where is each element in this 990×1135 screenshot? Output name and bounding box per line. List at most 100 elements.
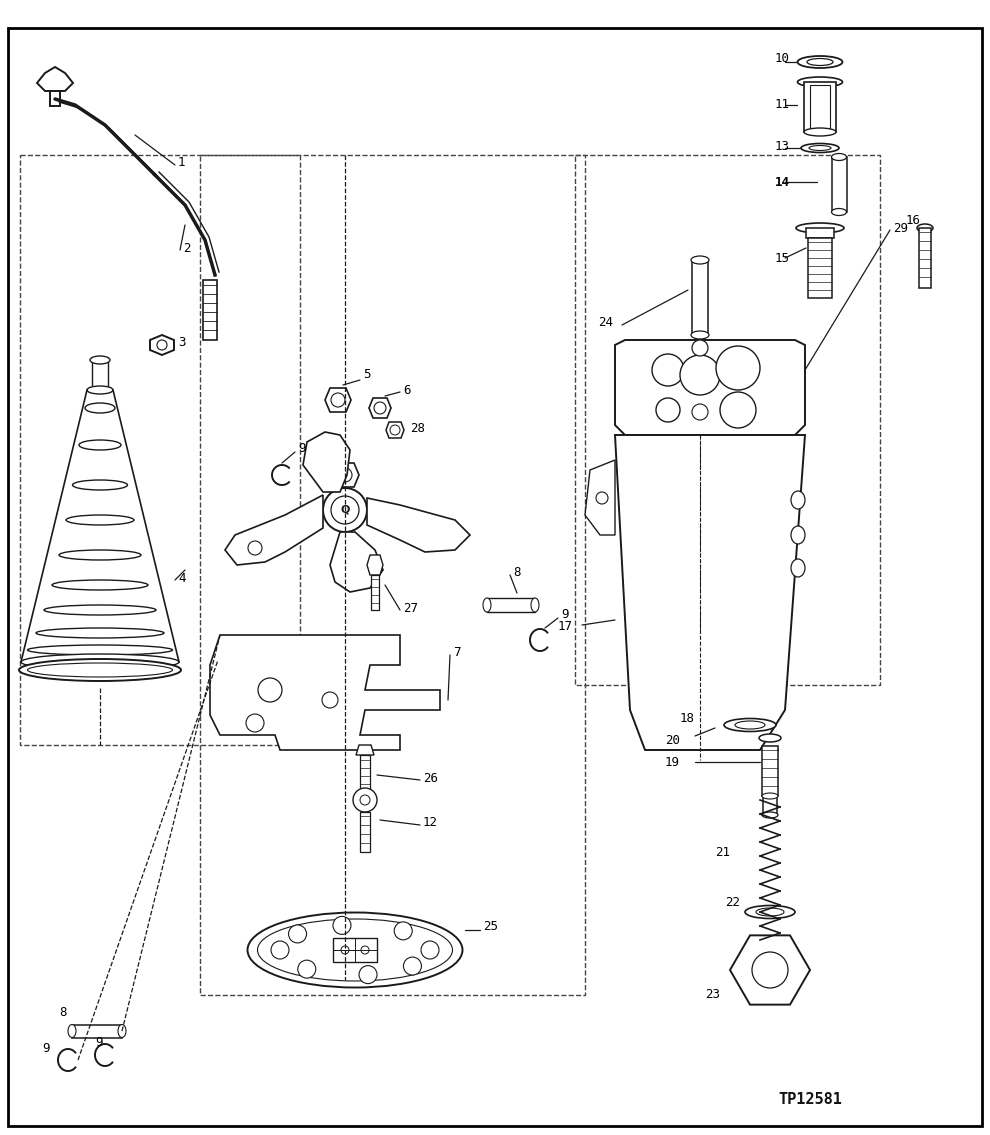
Text: 16: 16 [906, 213, 921, 227]
Circle shape [353, 788, 377, 812]
Polygon shape [615, 435, 805, 750]
Bar [92, 360, 108, 390]
Circle shape [288, 925, 307, 943]
Bar [50, 91, 60, 106]
Circle shape [596, 491, 608, 504]
Ellipse shape [796, 222, 844, 233]
Circle shape [656, 398, 680, 422]
Ellipse shape [724, 718, 776, 731]
Ellipse shape [798, 56, 842, 68]
Circle shape [323, 488, 367, 532]
Ellipse shape [832, 209, 846, 216]
Bar [200, 155, 585, 995]
Text: 12: 12 [423, 816, 438, 830]
Bar [808, 238, 832, 299]
Bar [360, 755, 370, 793]
Circle shape [157, 340, 167, 350]
Polygon shape [356, 745, 374, 755]
Polygon shape [325, 388, 351, 412]
Circle shape [338, 468, 352, 482]
Polygon shape [585, 460, 615, 535]
Ellipse shape [79, 440, 121, 449]
Text: 21: 21 [715, 846, 730, 858]
Text: 15: 15 [775, 252, 790, 264]
Text: 9: 9 [561, 608, 568, 622]
Text: 24: 24 [598, 317, 613, 329]
Text: 26: 26 [423, 772, 438, 784]
Ellipse shape [19, 659, 181, 681]
Ellipse shape [759, 734, 781, 742]
Ellipse shape [28, 645, 172, 655]
Bar [832, 157, 847, 212]
Text: Q: Q [341, 505, 349, 515]
Circle shape [359, 966, 377, 984]
Text: 25: 25 [483, 920, 498, 933]
Text: 3: 3 [178, 336, 185, 350]
Ellipse shape [248, 913, 462, 987]
Ellipse shape [28, 663, 172, 676]
Ellipse shape [745, 906, 795, 918]
Circle shape [394, 922, 412, 940]
Circle shape [374, 402, 386, 414]
Ellipse shape [807, 59, 833, 66]
Text: 9: 9 [95, 1036, 103, 1050]
Polygon shape [331, 463, 359, 487]
Text: 19: 19 [665, 756, 680, 768]
Circle shape [692, 340, 708, 356]
Ellipse shape [531, 598, 539, 612]
Bar [692, 260, 708, 335]
Bar [360, 812, 370, 852]
Text: 1: 1 [178, 155, 185, 168]
Text: 20: 20 [665, 733, 680, 747]
Bar [806, 228, 834, 238]
Circle shape [720, 392, 756, 428]
Text: 11: 11 [775, 99, 790, 111]
Ellipse shape [917, 224, 933, 232]
Circle shape [341, 945, 349, 955]
Polygon shape [330, 532, 383, 592]
Text: 23: 23 [705, 989, 720, 1001]
Bar [20, 155, 300, 745]
Ellipse shape [44, 605, 156, 615]
Bar [762, 746, 778, 796]
Ellipse shape [762, 747, 778, 753]
Ellipse shape [791, 526, 805, 544]
Circle shape [692, 404, 708, 420]
Ellipse shape [59, 550, 141, 560]
Text: 29: 29 [893, 221, 908, 235]
Polygon shape [367, 555, 383, 575]
Circle shape [752, 952, 788, 987]
Text: 28: 28 [410, 421, 425, 435]
Text: 2: 2 [183, 242, 190, 254]
Circle shape [716, 346, 760, 390]
Bar [203, 280, 217, 340]
Ellipse shape [762, 793, 778, 799]
Ellipse shape [85, 403, 115, 413]
Circle shape [271, 941, 289, 959]
Ellipse shape [798, 77, 842, 87]
Ellipse shape [118, 1025, 126, 1037]
Text: 8: 8 [59, 1007, 67, 1019]
Circle shape [331, 496, 359, 524]
Bar [72, 1025, 122, 1039]
Ellipse shape [90, 356, 110, 364]
Text: 7: 7 [453, 646, 460, 658]
Circle shape [331, 393, 345, 407]
Bar [810, 85, 830, 129]
Ellipse shape [804, 128, 836, 136]
Ellipse shape [791, 560, 805, 577]
Circle shape [246, 714, 264, 732]
Text: 22: 22 [725, 896, 740, 908]
Ellipse shape [52, 580, 148, 590]
Text: 8: 8 [513, 565, 521, 579]
Bar [371, 575, 379, 609]
Circle shape [248, 541, 262, 555]
Circle shape [298, 960, 316, 978]
Polygon shape [150, 335, 174, 355]
Ellipse shape [36, 628, 164, 638]
Circle shape [361, 945, 369, 955]
Ellipse shape [483, 598, 491, 612]
Polygon shape [615, 340, 805, 435]
Text: 10: 10 [775, 51, 790, 65]
Text: 27: 27 [403, 602, 418, 614]
